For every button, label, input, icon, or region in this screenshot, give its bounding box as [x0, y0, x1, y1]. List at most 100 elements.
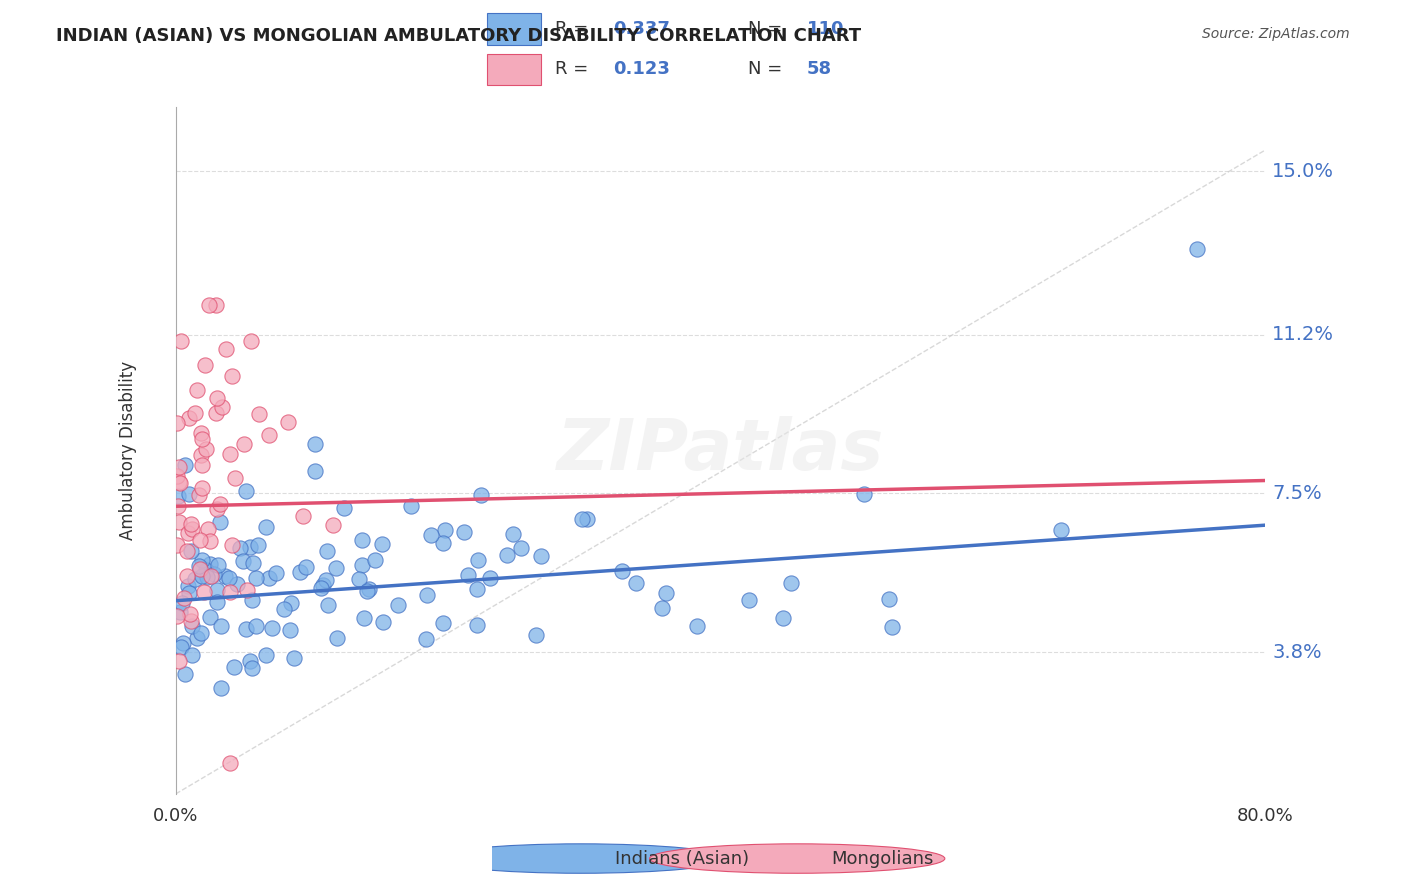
Point — [218, 447, 240, 461]
Point — [209, 515, 232, 529]
Point — [232, 554, 254, 568]
Text: Mongolians: Mongolians — [831, 849, 934, 868]
Point — [224, 660, 246, 674]
Point — [169, 475, 191, 490]
Point — [333, 500, 356, 515]
Text: 0.0%: 0.0% — [153, 806, 198, 825]
Point — [224, 471, 246, 485]
Text: 11.2%: 11.2% — [1272, 325, 1334, 344]
Point — [167, 475, 190, 489]
Point — [353, 610, 375, 624]
Circle shape — [433, 844, 728, 873]
Point — [347, 572, 370, 586]
Point — [195, 563, 218, 577]
Point — [273, 602, 295, 616]
Point — [179, 586, 201, 600]
Point — [233, 437, 256, 451]
Point — [247, 407, 270, 421]
Point — [166, 469, 188, 483]
Text: 110: 110 — [807, 21, 844, 38]
Point — [277, 415, 299, 429]
Point — [779, 576, 801, 591]
Point — [364, 552, 387, 566]
Point — [166, 499, 188, 513]
Point — [218, 571, 240, 585]
Point — [205, 406, 228, 420]
Point — [242, 557, 264, 571]
Point — [326, 631, 349, 645]
Point — [235, 483, 257, 498]
Point — [188, 558, 211, 573]
Point — [240, 593, 263, 607]
Point — [530, 549, 553, 563]
Point — [193, 585, 215, 599]
Point — [288, 565, 311, 579]
Point — [167, 459, 190, 474]
Point — [416, 588, 439, 602]
Point — [304, 464, 326, 478]
Point — [229, 541, 252, 556]
Point — [221, 368, 243, 383]
Point — [215, 343, 238, 357]
Point — [190, 533, 212, 547]
Point — [198, 298, 221, 312]
Text: INDIAN (ASIAN) VS MONGOLIAN AMBULATORY DISABILITY CORRELATION CHART: INDIAN (ASIAN) VS MONGOLIAN AMBULATORY D… — [56, 27, 862, 45]
Point — [467, 553, 489, 567]
Point — [245, 571, 267, 585]
FancyBboxPatch shape — [486, 54, 541, 85]
Point — [167, 489, 190, 503]
Point — [309, 581, 332, 595]
Point — [177, 411, 200, 425]
Point — [207, 558, 229, 573]
Point — [524, 628, 547, 642]
Point — [191, 553, 214, 567]
Point — [432, 536, 454, 550]
Point — [738, 593, 761, 607]
Point — [221, 538, 243, 552]
Text: 0.123: 0.123 — [613, 60, 669, 78]
Point — [853, 487, 876, 501]
Point — [371, 615, 394, 630]
Point — [200, 557, 222, 571]
Point — [169, 605, 191, 619]
Text: Ambulatory Disability: Ambulatory Disability — [120, 361, 136, 540]
Point — [186, 383, 208, 397]
Point — [387, 599, 409, 613]
Point — [685, 619, 707, 633]
Text: 15.0%: 15.0% — [1272, 162, 1334, 181]
Point — [245, 619, 267, 633]
Point — [176, 526, 198, 541]
Point — [420, 528, 443, 542]
Circle shape — [650, 844, 945, 873]
Point — [257, 571, 280, 585]
Point — [180, 619, 202, 633]
Point — [325, 560, 347, 574]
Point — [259, 428, 281, 442]
Point — [188, 488, 211, 502]
Point — [183, 572, 205, 586]
Point — [350, 533, 373, 547]
Point — [176, 569, 198, 583]
Point — [322, 517, 344, 532]
Point — [432, 615, 454, 630]
Point — [209, 681, 232, 696]
Point — [315, 544, 337, 558]
Point — [167, 515, 190, 529]
Point — [291, 508, 314, 523]
Point — [415, 632, 437, 647]
Text: 58: 58 — [807, 60, 831, 78]
Point — [1187, 242, 1209, 256]
Point — [371, 536, 394, 550]
Point — [359, 582, 381, 597]
Text: Source: ZipAtlas.com: Source: ZipAtlas.com — [1202, 27, 1350, 41]
Point — [214, 569, 236, 583]
Point — [200, 610, 222, 624]
Point — [283, 650, 305, 665]
Point — [191, 458, 214, 472]
Point — [295, 560, 318, 574]
Point — [191, 481, 214, 495]
Point — [575, 512, 598, 526]
Point — [205, 391, 228, 405]
Point — [254, 648, 277, 662]
Point — [205, 501, 228, 516]
